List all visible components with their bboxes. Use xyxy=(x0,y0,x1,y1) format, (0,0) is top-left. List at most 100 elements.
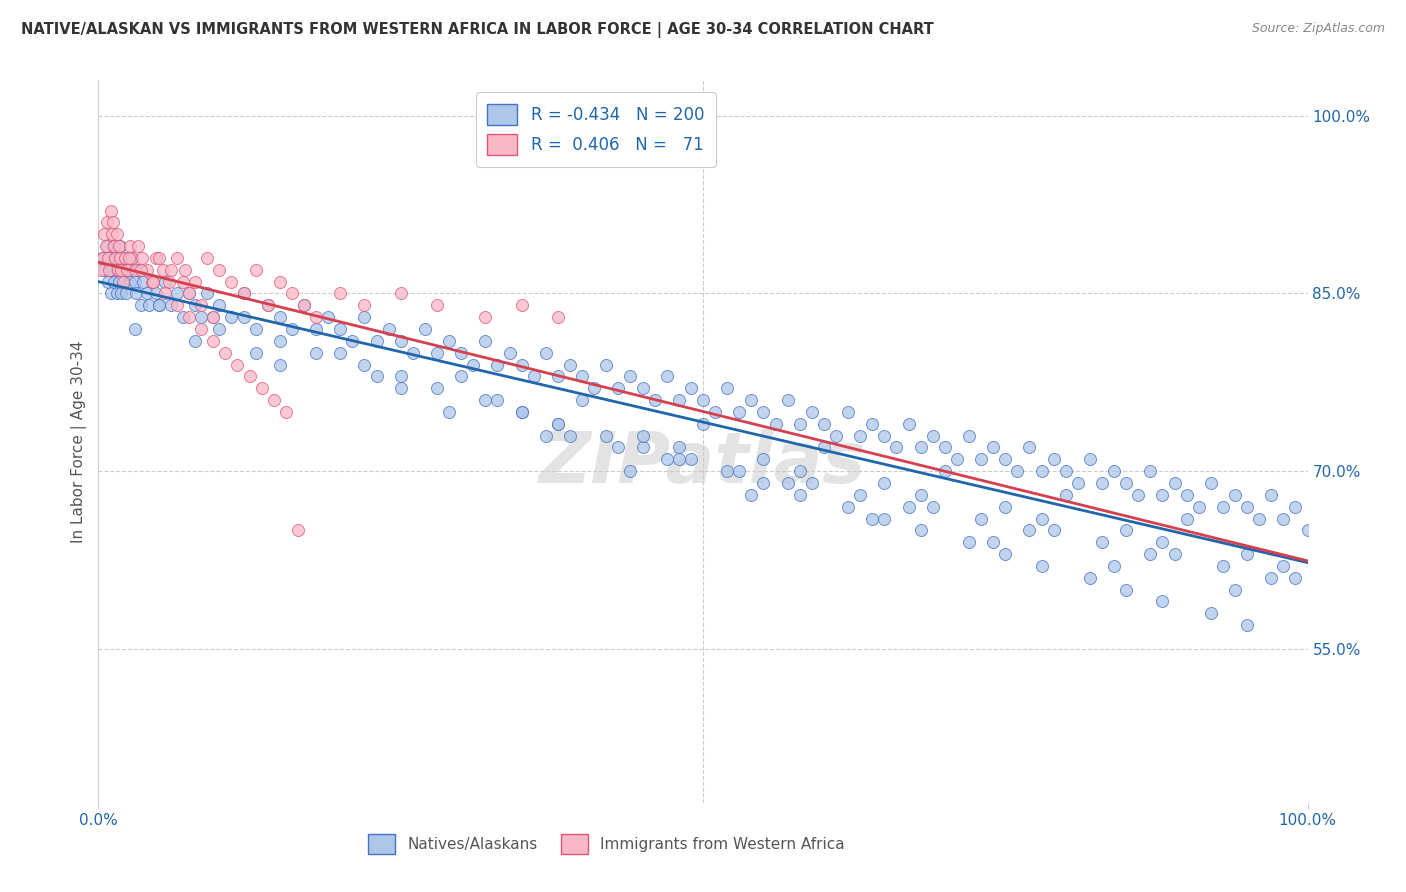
Point xyxy=(124,262,146,277)
Point xyxy=(274,405,297,419)
Point xyxy=(1199,607,1222,621)
Point xyxy=(595,428,617,442)
Point xyxy=(583,381,606,395)
Point xyxy=(366,334,388,348)
Point xyxy=(486,358,509,372)
Point xyxy=(132,275,155,289)
Point xyxy=(558,358,581,372)
Point xyxy=(94,239,117,253)
Point xyxy=(1042,524,1064,538)
Point xyxy=(93,262,115,277)
Point xyxy=(558,428,581,442)
Point xyxy=(1152,594,1174,608)
Text: NATIVE/ALASKAN VS IMMIGRANTS FROM WESTERN AFRICA IN LABOR FORCE | AGE 30-34 CORR: NATIVE/ALASKAN VS IMMIGRANTS FROM WESTER… xyxy=(21,22,934,38)
Point xyxy=(994,452,1017,467)
Point xyxy=(107,251,129,265)
Point xyxy=(366,369,388,384)
Point xyxy=(571,369,593,384)
Point xyxy=(981,441,1004,455)
Point xyxy=(97,251,120,265)
Point xyxy=(740,393,762,408)
Point xyxy=(1091,475,1114,490)
Point xyxy=(256,298,278,312)
Point xyxy=(1249,511,1271,525)
Point xyxy=(114,251,136,265)
Point xyxy=(263,393,285,408)
Point xyxy=(221,275,243,289)
Point xyxy=(269,334,291,348)
Point xyxy=(957,535,980,549)
Point xyxy=(179,286,201,301)
Point xyxy=(353,310,375,325)
Point xyxy=(426,381,449,395)
Point xyxy=(474,393,496,408)
Point xyxy=(1272,558,1295,573)
Point xyxy=(1054,488,1077,502)
Point xyxy=(195,251,218,265)
Point xyxy=(190,322,212,336)
Point xyxy=(208,298,231,312)
Point xyxy=(329,286,352,301)
Point xyxy=(510,358,533,372)
Point xyxy=(100,286,122,301)
Point xyxy=(142,275,165,289)
Point xyxy=(910,524,932,538)
Point xyxy=(1031,558,1053,573)
Point xyxy=(166,286,188,301)
Point xyxy=(1078,571,1101,585)
Point xyxy=(825,428,848,442)
Point xyxy=(607,441,630,455)
Point xyxy=(873,475,896,490)
Point xyxy=(111,275,134,289)
Point xyxy=(1188,500,1211,514)
Point xyxy=(111,262,134,277)
Point xyxy=(129,298,152,312)
Point xyxy=(184,334,207,348)
Point xyxy=(910,488,932,502)
Point xyxy=(105,286,128,301)
Point xyxy=(668,452,690,467)
Point xyxy=(981,535,1004,549)
Point xyxy=(141,275,163,289)
Point xyxy=(486,393,509,408)
Point xyxy=(1115,582,1137,597)
Point xyxy=(245,262,267,277)
Point xyxy=(108,239,131,253)
Point xyxy=(1018,524,1040,538)
Point xyxy=(100,227,122,242)
Point xyxy=(148,251,170,265)
Point xyxy=(103,239,125,253)
Point xyxy=(668,441,690,455)
Point xyxy=(305,310,328,325)
Point xyxy=(474,310,496,325)
Point xyxy=(129,262,152,277)
Point xyxy=(498,345,520,359)
Point xyxy=(934,464,956,478)
Point xyxy=(1260,488,1282,502)
Point xyxy=(752,405,775,419)
Point xyxy=(135,262,157,277)
Point xyxy=(190,310,212,325)
Point xyxy=(1236,547,1258,561)
Point xyxy=(1078,452,1101,467)
Point xyxy=(1212,500,1234,514)
Point xyxy=(127,262,149,277)
Point xyxy=(208,322,231,336)
Point xyxy=(221,310,243,325)
Point xyxy=(305,322,328,336)
Point xyxy=(1115,475,1137,490)
Point xyxy=(232,286,254,301)
Point xyxy=(789,417,811,431)
Point xyxy=(118,239,141,253)
Point xyxy=(704,405,727,419)
Point xyxy=(125,286,148,301)
Point xyxy=(994,547,1017,561)
Point xyxy=(849,488,872,502)
Y-axis label: In Labor Force | Age 30-34: In Labor Force | Age 30-34 xyxy=(72,340,87,543)
Point xyxy=(934,441,956,455)
Point xyxy=(571,393,593,408)
Point xyxy=(1139,464,1161,478)
Point xyxy=(190,298,212,312)
Point xyxy=(184,275,207,289)
Point xyxy=(860,511,883,525)
